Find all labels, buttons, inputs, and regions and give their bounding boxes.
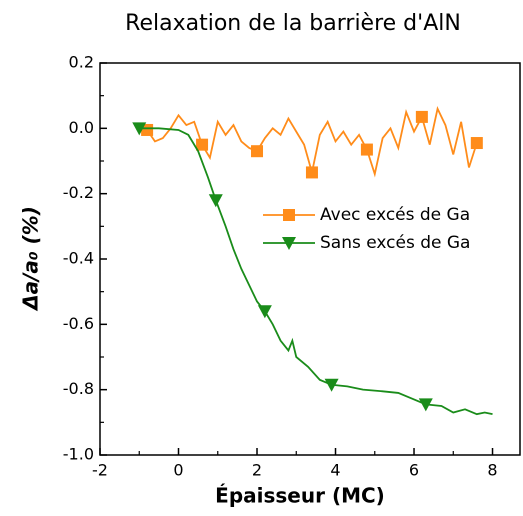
x-tick-label: 2	[252, 461, 262, 480]
plot-frame	[99, 62, 521, 456]
x-tick-label: 4	[330, 461, 340, 480]
marker-square	[305, 166, 318, 179]
x-tick-label: 6	[409, 461, 419, 480]
x-tick-label: 0	[173, 461, 183, 480]
marker-square	[196, 138, 209, 151]
y-tick-label: -0.6	[63, 314, 94, 333]
y-tick-label: -0.2	[63, 183, 94, 202]
y-tick-label: -0.8	[63, 379, 94, 398]
marker-triangle	[324, 378, 339, 392]
y-axis-label: Δa/a₀ (%)	[19, 206, 43, 312]
marker-triangle	[208, 194, 223, 208]
y-tick-label: -1.0	[63, 445, 94, 464]
marker-square	[283, 209, 295, 221]
y-tick-label: -0.4	[63, 249, 94, 268]
x-tick-label: -2	[92, 461, 108, 480]
marker-triangle	[257, 305, 272, 319]
x-tick-label: 8	[487, 461, 497, 480]
x-axis-label: Épaisseur (MC)	[215, 484, 385, 508]
marker-square	[141, 123, 154, 136]
y-tick-label: 0.0	[69, 118, 94, 137]
series-line	[139, 127, 493, 416]
marker-triangle	[132, 122, 147, 136]
marker-triangle	[282, 237, 296, 250]
marker-square	[251, 145, 264, 158]
marker-square	[470, 137, 483, 150]
marker-square	[360, 143, 373, 156]
marker-triangle	[418, 398, 433, 412]
y-tick-label: 0.2	[69, 53, 94, 72]
marker-square	[415, 110, 428, 123]
chart-title: Relaxation de la barrière d'AlN	[125, 11, 461, 36]
legend-label: Sans excés de Ga	[320, 233, 470, 253]
legend-label: Avec excés de Ga	[320, 205, 470, 225]
